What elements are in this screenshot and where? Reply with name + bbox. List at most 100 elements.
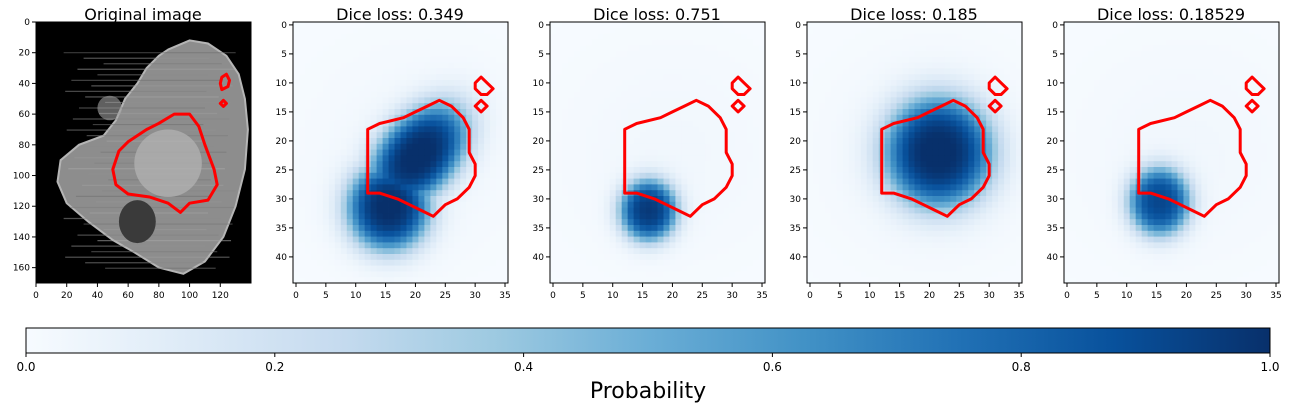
heatmap-cell [484, 68, 491, 75]
heatmap-cell [747, 149, 754, 156]
heatmap-cell [567, 56, 575, 63]
heatmap-cell [998, 201, 1005, 208]
heatmap-cell [352, 97, 360, 104]
image-area [36, 22, 251, 283]
heatmap-cell [430, 248, 437, 255]
heatmap-cell [974, 178, 981, 185]
heatmap-cell [484, 143, 491, 150]
heatmap-cell [717, 230, 724, 237]
heatmap-cell [950, 103, 957, 110]
heatmap-cell [412, 39, 419, 46]
heatmap-cell [352, 201, 360, 208]
heatmap-cell [986, 39, 993, 46]
heatmap-cell [699, 62, 706, 69]
heatmap-cell [890, 201, 897, 208]
heatmap-cell [890, 33, 897, 40]
heatmap-cell [585, 196, 593, 203]
heatmap-cell [735, 277, 742, 284]
heatmap-cell [633, 103, 640, 110]
heatmap-cell [346, 120, 354, 127]
x-tick-label: 25 [440, 291, 451, 301]
heatmap-cell [316, 39, 324, 46]
heatmap-cell [920, 51, 927, 58]
heatmap-cell [663, 138, 670, 145]
heatmap-cell [717, 27, 724, 34]
heatmap-cell [1016, 33, 1023, 40]
heatmap-cell [717, 85, 724, 92]
heatmap-cell [848, 271, 856, 278]
heatmap-cell [597, 167, 605, 174]
heatmap-cell [908, 207, 915, 214]
heatmap-cell [812, 271, 820, 278]
heatmap-cell [842, 62, 850, 69]
heatmap-cell [555, 68, 563, 75]
heatmap-cell [938, 225, 945, 232]
heatmap-cell [914, 143, 921, 150]
heatmap-cell [860, 254, 868, 261]
heatmap-cell [466, 39, 473, 46]
heatmap-cell [400, 143, 407, 150]
heatmap-cell [585, 97, 593, 104]
heatmap-cell [884, 161, 892, 168]
heatmap-cell [358, 248, 366, 255]
heatmap-cell [346, 207, 354, 214]
heatmap-cell [490, 178, 497, 185]
heatmap-cell [956, 45, 963, 52]
heatmap-cell [460, 254, 467, 261]
heatmap-cell [818, 201, 826, 208]
heatmap-cell [663, 265, 670, 272]
heatmap-cell [956, 91, 963, 98]
heatmap-cell [848, 45, 856, 52]
heatmap-cell [609, 254, 617, 261]
heatmap-cell [382, 236, 389, 243]
heatmap-cell [394, 126, 401, 133]
heatmap-cell [986, 149, 993, 156]
heatmap-cell [950, 80, 957, 87]
heatmap-cell [818, 91, 826, 98]
heatmap-cell [878, 62, 886, 69]
heatmap-cell [926, 225, 933, 232]
heatmap-cell [639, 242, 646, 249]
heatmap-cell [866, 62, 874, 69]
heatmap-cell [645, 196, 652, 203]
heatmap-cell [460, 265, 467, 272]
heatmap-cell [567, 265, 575, 272]
heatmap-cell [854, 213, 862, 220]
heatmap-cell [496, 74, 503, 81]
heatmap-cell [747, 97, 754, 104]
heatmap-cell [424, 33, 431, 40]
heatmap-cell [310, 254, 318, 261]
heatmap-cell [460, 225, 467, 232]
heatmap-cell [358, 33, 366, 40]
heatmap-cell [986, 114, 993, 121]
heatmap-cell [418, 242, 425, 249]
heatmap-cell [316, 277, 324, 284]
heatmap-cell [836, 184, 844, 191]
heatmap-cell [358, 143, 366, 150]
x-tick-label: 0 [293, 291, 299, 301]
heatmap-cell [418, 236, 425, 243]
heatmap-cell [293, 161, 300, 168]
heatmap-cell [406, 178, 413, 185]
heatmap-cell [884, 120, 892, 127]
heatmap-cell [836, 219, 844, 226]
heatmap-cell [741, 236, 748, 243]
heatmap-cell [693, 190, 700, 197]
heatmap-cell [896, 126, 903, 133]
heatmap-cell [1004, 27, 1011, 34]
heatmap-cell [424, 225, 431, 232]
heatmap-cell [567, 225, 575, 232]
heatmap-cell [1010, 184, 1017, 191]
heatmap-cell [842, 271, 850, 278]
heatmap-cell [651, 143, 658, 150]
heatmap-cell [902, 236, 909, 243]
heatmap-cell [460, 74, 467, 81]
heatmap-cell [328, 56, 336, 63]
heatmap-cell [550, 184, 557, 191]
heatmap-cell [878, 22, 886, 29]
heatmap-cell [1004, 190, 1011, 197]
heatmap-cell [759, 45, 766, 52]
heatmap-cell [567, 167, 575, 174]
heatmap-cell [460, 242, 467, 249]
heatmap-cell [729, 213, 736, 220]
